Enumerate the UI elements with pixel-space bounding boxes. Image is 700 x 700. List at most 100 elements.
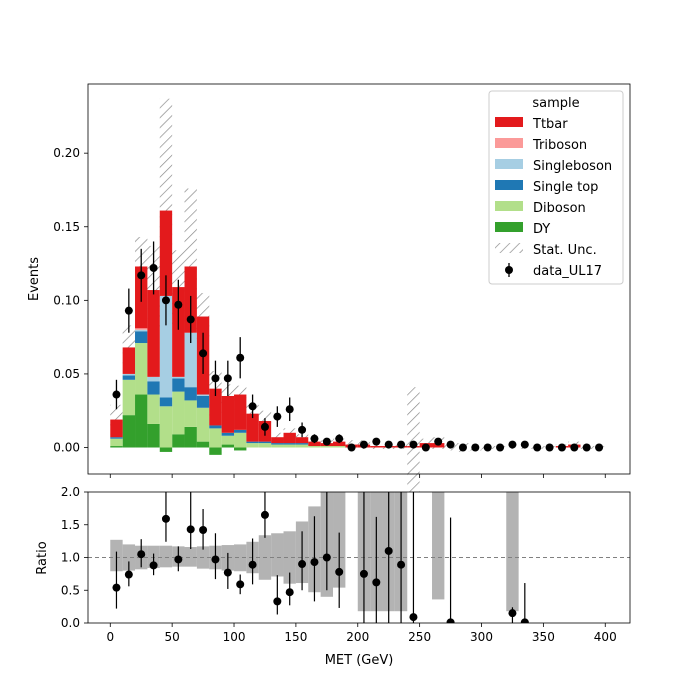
data-point — [595, 443, 604, 452]
bar-diboson — [159, 406, 173, 448]
data-point — [409, 440, 418, 449]
x-tick-label: 150 — [284, 630, 307, 644]
bar-ttbar — [308, 441, 321, 447]
data-point — [421, 443, 430, 452]
bar-diboson — [271, 444, 284, 448]
data-point — [533, 443, 542, 452]
ratio-point — [223, 568, 232, 577]
bar-single-top — [221, 432, 235, 436]
legend-title: sample — [532, 96, 579, 111]
bar-diboson — [333, 446, 346, 448]
x-tick-label: 250 — [408, 630, 431, 644]
bar-diboson — [209, 428, 222, 448]
ratio-unc-band — [234, 544, 247, 572]
legend-label: Triboson — [532, 138, 587, 153]
bar-diboson — [308, 446, 321, 448]
data-point — [434, 437, 443, 446]
legend-label: Diboson — [533, 201, 586, 216]
bar-diboson — [320, 446, 334, 448]
legend-swatch-dy — [495, 222, 523, 232]
ratio-y-tick-label: 1.5 — [61, 518, 80, 532]
data-point — [384, 440, 393, 449]
bar-ttbar — [172, 287, 185, 377]
main-axes-frame — [87, 83, 631, 475]
bar-diboson — [147, 394, 160, 424]
bar-singleboson — [135, 329, 148, 332]
bar-dy — [110, 446, 123, 448]
data-point — [285, 405, 294, 414]
bar-dy — [135, 394, 148, 448]
ratio-y-tick-label: 0.0 — [61, 616, 80, 630]
main-y-tick-label: 0.05 — [53, 367, 80, 381]
bar-ttbar — [283, 432, 296, 444]
data-point — [458, 443, 467, 452]
data-point — [310, 434, 319, 443]
bar-diboson — [246, 443, 259, 448]
ratio-y-tick-label: 1.0 — [61, 551, 80, 565]
ratio-unc-band — [271, 533, 284, 577]
bar-single-top — [246, 441, 259, 444]
bar-single-top — [184, 387, 197, 401]
legend-swatch-diboson — [495, 201, 523, 211]
ratio-x-ticks: 0 50 100 150 200 250 300 350 400 — [106, 623, 617, 644]
ratio-point — [161, 514, 170, 523]
bar-single-top — [196, 396, 210, 408]
ratio-point — [260, 510, 269, 519]
data-point — [199, 349, 208, 358]
data-point — [298, 425, 307, 434]
data-point — [582, 443, 591, 452]
x-tick-label: 0 — [106, 630, 114, 644]
ratio-point — [137, 550, 146, 559]
data-point — [483, 443, 492, 452]
main-y-tick-label: 0.10 — [53, 293, 80, 307]
main-panel: 0.00 0.05 0.10 0.15 0.20 Events sample Ttbar… — [27, 83, 631, 505]
bar-ttbar — [295, 437, 309, 444]
bar-dy — [172, 434, 185, 448]
legend-swatch-ttbar — [495, 117, 523, 127]
ratio-unc-band — [506, 492, 519, 612]
ratio-unc-band — [122, 544, 136, 571]
ratio-point — [322, 553, 331, 562]
x-tick-label: 200 — [346, 630, 369, 644]
legend-label: Ttbar — [532, 117, 568, 132]
data-point — [161, 296, 170, 305]
data-point — [137, 271, 146, 280]
ratio-point — [508, 609, 517, 618]
ratio-y-ticks: 0.0 0.5 1.0 1.5 2.0 — [61, 485, 88, 630]
ratio-point — [384, 546, 393, 555]
ratio-point — [285, 588, 294, 597]
main-y-tick-label: 0.00 — [53, 441, 80, 455]
legend-label: Singleboson — [533, 159, 612, 174]
data-point — [446, 440, 455, 449]
bar-triboson — [135, 328, 148, 330]
main-y-tick-label: 0.15 — [53, 220, 80, 234]
main-y-ticks: 0.00 0.05 0.10 0.15 0.20 — [53, 146, 88, 455]
bar-ttbar — [370, 446, 383, 448]
main-x-ticks — [109, 474, 606, 478]
ratio-point — [248, 560, 257, 569]
bar-diboson — [172, 391, 185, 435]
bar-ttbar — [246, 413, 259, 442]
bar-diboson — [283, 444, 296, 448]
bar-single-top — [110, 437, 123, 439]
bar-single-top — [135, 331, 148, 344]
bar-ttbar — [271, 437, 284, 444]
ratio-point — [124, 570, 133, 579]
bar-single-top — [295, 443, 309, 445]
bar-dy — [209, 447, 222, 455]
ratio-unc-band — [283, 531, 296, 584]
ratio-y-tick-label: 2.0 — [61, 485, 80, 499]
main-y-axis-label: Events — [27, 257, 42, 301]
data-point — [359, 440, 368, 449]
bar-singleboson — [159, 295, 173, 398]
ratio-point — [298, 560, 307, 569]
ratio-point — [310, 558, 319, 567]
data-point — [322, 437, 331, 446]
data-point — [236, 353, 245, 362]
data-point — [557, 443, 566, 452]
data-point — [520, 440, 529, 449]
bar-dy — [196, 441, 210, 448]
bar-dy — [159, 447, 173, 452]
data-point — [186, 315, 195, 324]
legend-swatch-data — [505, 266, 513, 274]
